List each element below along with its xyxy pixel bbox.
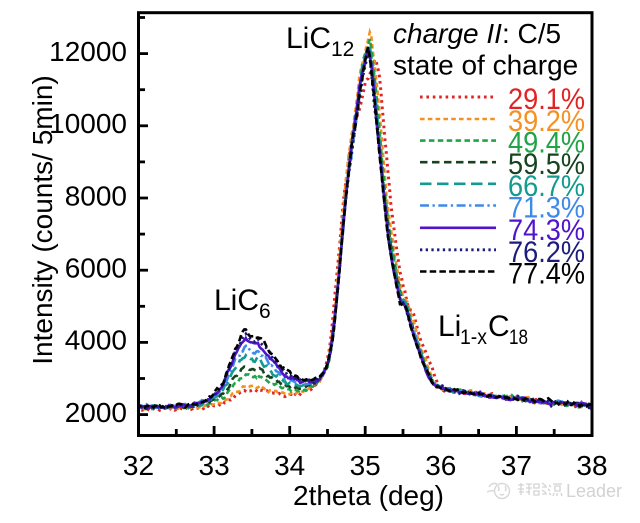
- svg-text:32: 32: [123, 450, 154, 481]
- svg-text:charge II: C/5: charge II: C/5: [393, 18, 561, 49]
- svg-text:39.2%: 39.2%: [508, 105, 585, 138]
- svg-text:8000: 8000: [65, 180, 127, 211]
- svg-text:74.3%: 74.3%: [508, 214, 585, 247]
- svg-text:4000: 4000: [65, 325, 127, 356]
- svg-text:1-x: 1-x: [460, 326, 487, 349]
- svg-text:10000: 10000: [49, 108, 127, 139]
- svg-text:Intensity (counts/ 5min): Intensity (counts/ 5min): [27, 75, 58, 364]
- svg-text:12000: 12000: [49, 36, 127, 67]
- svg-text:77.4%: 77.4%: [508, 258, 585, 291]
- svg-text:C: C: [488, 310, 510, 343]
- svg-text:12: 12: [331, 38, 354, 61]
- svg-text:36: 36: [425, 450, 456, 481]
- svg-text:18: 18: [509, 326, 528, 349]
- svg-text:37: 37: [501, 450, 532, 481]
- svg-text:LiC: LiC: [214, 284, 259, 317]
- svg-text:35: 35: [350, 450, 381, 481]
- svg-text:59.5%: 59.5%: [508, 148, 585, 181]
- svg-text:34: 34: [274, 450, 305, 481]
- svg-text:state of charge: state of charge: [393, 50, 578, 81]
- svg-text:49.4%: 49.4%: [508, 127, 585, 160]
- svg-text:71.3%: 71.3%: [508, 192, 585, 225]
- svg-text:6: 6: [259, 300, 271, 323]
- svg-text:LiC: LiC: [286, 22, 331, 55]
- svg-text:Leader: Leader: [566, 481, 622, 501]
- svg-text:2000: 2000: [65, 397, 127, 428]
- svg-text:66.7%: 66.7%: [508, 170, 585, 203]
- svg-text:38: 38: [576, 450, 607, 481]
- svg-text:33: 33: [199, 450, 230, 481]
- svg-text:6000: 6000: [65, 253, 127, 284]
- svg-text:2theta (deg): 2theta (deg): [293, 480, 444, 511]
- svg-text:29.1%: 29.1%: [508, 83, 585, 116]
- svg-text:76.2%: 76.2%: [508, 236, 585, 269]
- svg-text:Li: Li: [438, 310, 461, 343]
